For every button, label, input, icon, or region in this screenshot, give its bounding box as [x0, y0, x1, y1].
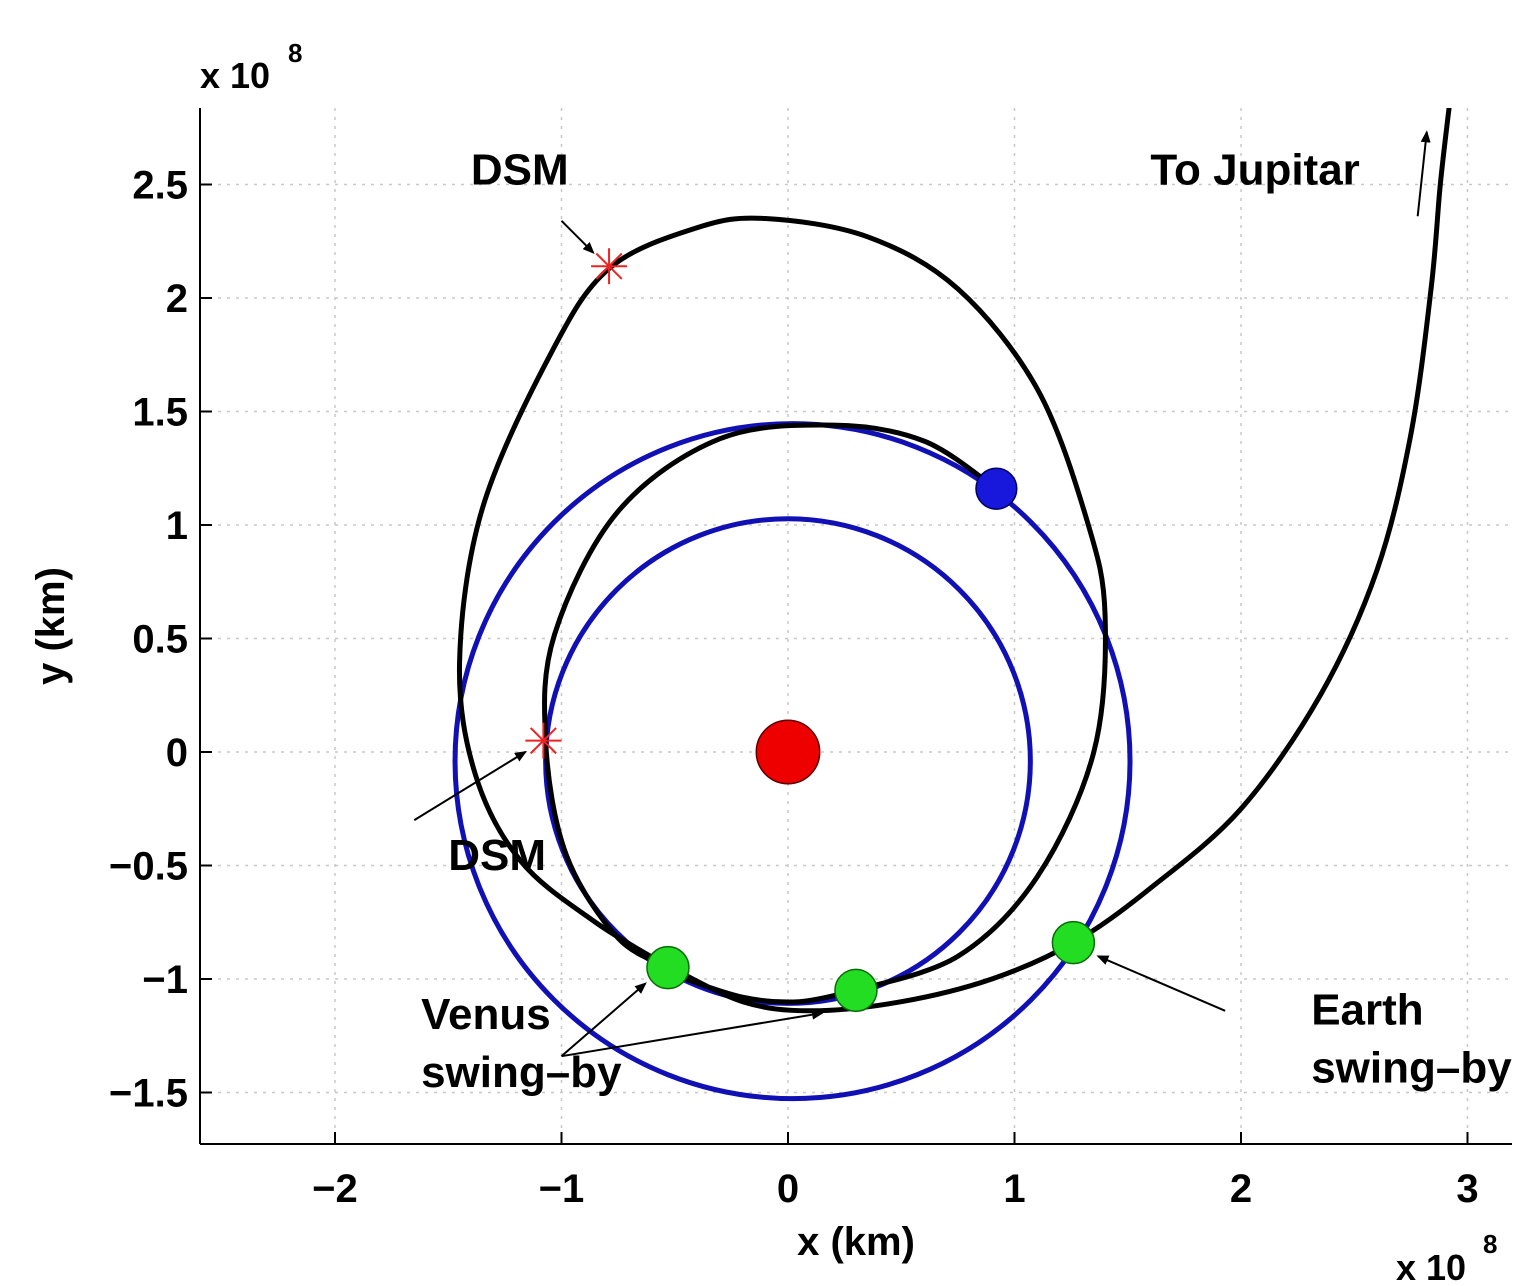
spacecraft-trajectory: [456, 108, 1452, 1014]
annotation-venus-label: Venus: [421, 990, 551, 1039]
sun-marker: [755, 719, 821, 785]
y-tick-label-5: 1: [166, 504, 188, 548]
trajectory-final-arc: [660, 108, 1452, 1014]
x-exponent-power: 8: [1483, 1229, 1497, 1259]
y-tick-label-8: 2.5: [132, 164, 188, 208]
dsm-marker-stroke: [529, 727, 557, 755]
x-tick-label-4: 2: [1230, 1167, 1252, 1211]
swing-by-marker-1: [834, 968, 878, 1013]
annotation-jupiter-arrow: [1416, 130, 1431, 217]
x-tick-label-2: 0: [777, 1167, 799, 1211]
x-tick-label-0: −2: [312, 1167, 358, 1211]
annotation-venus-arrow: [560, 982, 647, 1057]
dsm-marker-stroke: [595, 252, 623, 280]
trajectory-inner-loop: [541, 422, 999, 971]
y-tick-labels: −1.5 −1 −0.5 0 0.5 1 1.5 2 2.5: [109, 164, 212, 1116]
y-tick-label-1: −1: [142, 958, 188, 1002]
markers: [525, 248, 1096, 1013]
x-tick-label-3: 1: [1003, 1167, 1025, 1211]
annotation-jupiter-label: To Jupitar: [1150, 146, 1359, 195]
annotation-earth-label: Earth: [1311, 985, 1423, 1034]
x-tick-label-5: 3: [1456, 1167, 1478, 1211]
annotation-earth-arrow: [1096, 955, 1226, 1012]
x-exponent-label: x 10 8: [1396, 1229, 1497, 1286]
y-exponent-power: 8: [288, 38, 302, 68]
x-tick-labels: −2 −1 0 1 2 3: [312, 1132, 1479, 1211]
y-tick-label-2: −0.5: [109, 845, 188, 889]
y-tick-label-3: 0: [166, 731, 188, 775]
dsm-marker-0: [591, 248, 628, 285]
trajectory-outer-loop: [456, 215, 1108, 993]
end-position-marker: [975, 467, 1018, 510]
grid-lines: [200, 108, 1512, 1144]
dsm-marker-1: [525, 722, 562, 759]
y-tick-label-4: 0.5: [132, 618, 188, 662]
axes-frame: [199, 108, 1512, 1145]
y-exponent-base: x 10: [200, 55, 270, 96]
y-tick-label-0: −1.5: [109, 1072, 188, 1116]
swing-by-marker-0: [646, 945, 690, 990]
x-axis-label: x (km): [797, 1220, 915, 1264]
annotation-dsm-top-arrow: [560, 220, 595, 255]
annotation-venus-arrow-2: [561, 1009, 824, 1058]
annotation-dsm-mid-arrow: [413, 750, 527, 821]
y-tick-label-6: 1.5: [132, 391, 188, 435]
y-exponent-label: x 10 8: [200, 38, 302, 96]
annotation-venus-label-line2: swing–by: [421, 1048, 622, 1097]
annotation-dsm-top-label: DSM: [471, 146, 569, 195]
y-tick-label-7: 2: [166, 277, 188, 321]
annotation-earth-label-line2: swing–by: [1311, 1043, 1512, 1092]
x-tick-label-1: −1: [539, 1167, 585, 1211]
x-exponent-base: x 10: [1396, 1247, 1466, 1286]
y-axis-label: y (km): [29, 567, 73, 685]
annotations: DSM DSM Venus swing–by Earth swing–by To Jupit…: [413, 130, 1512, 1097]
swing-by-marker-2: [1051, 920, 1096, 965]
annotation-dsm-mid-label: DSM: [448, 831, 546, 880]
